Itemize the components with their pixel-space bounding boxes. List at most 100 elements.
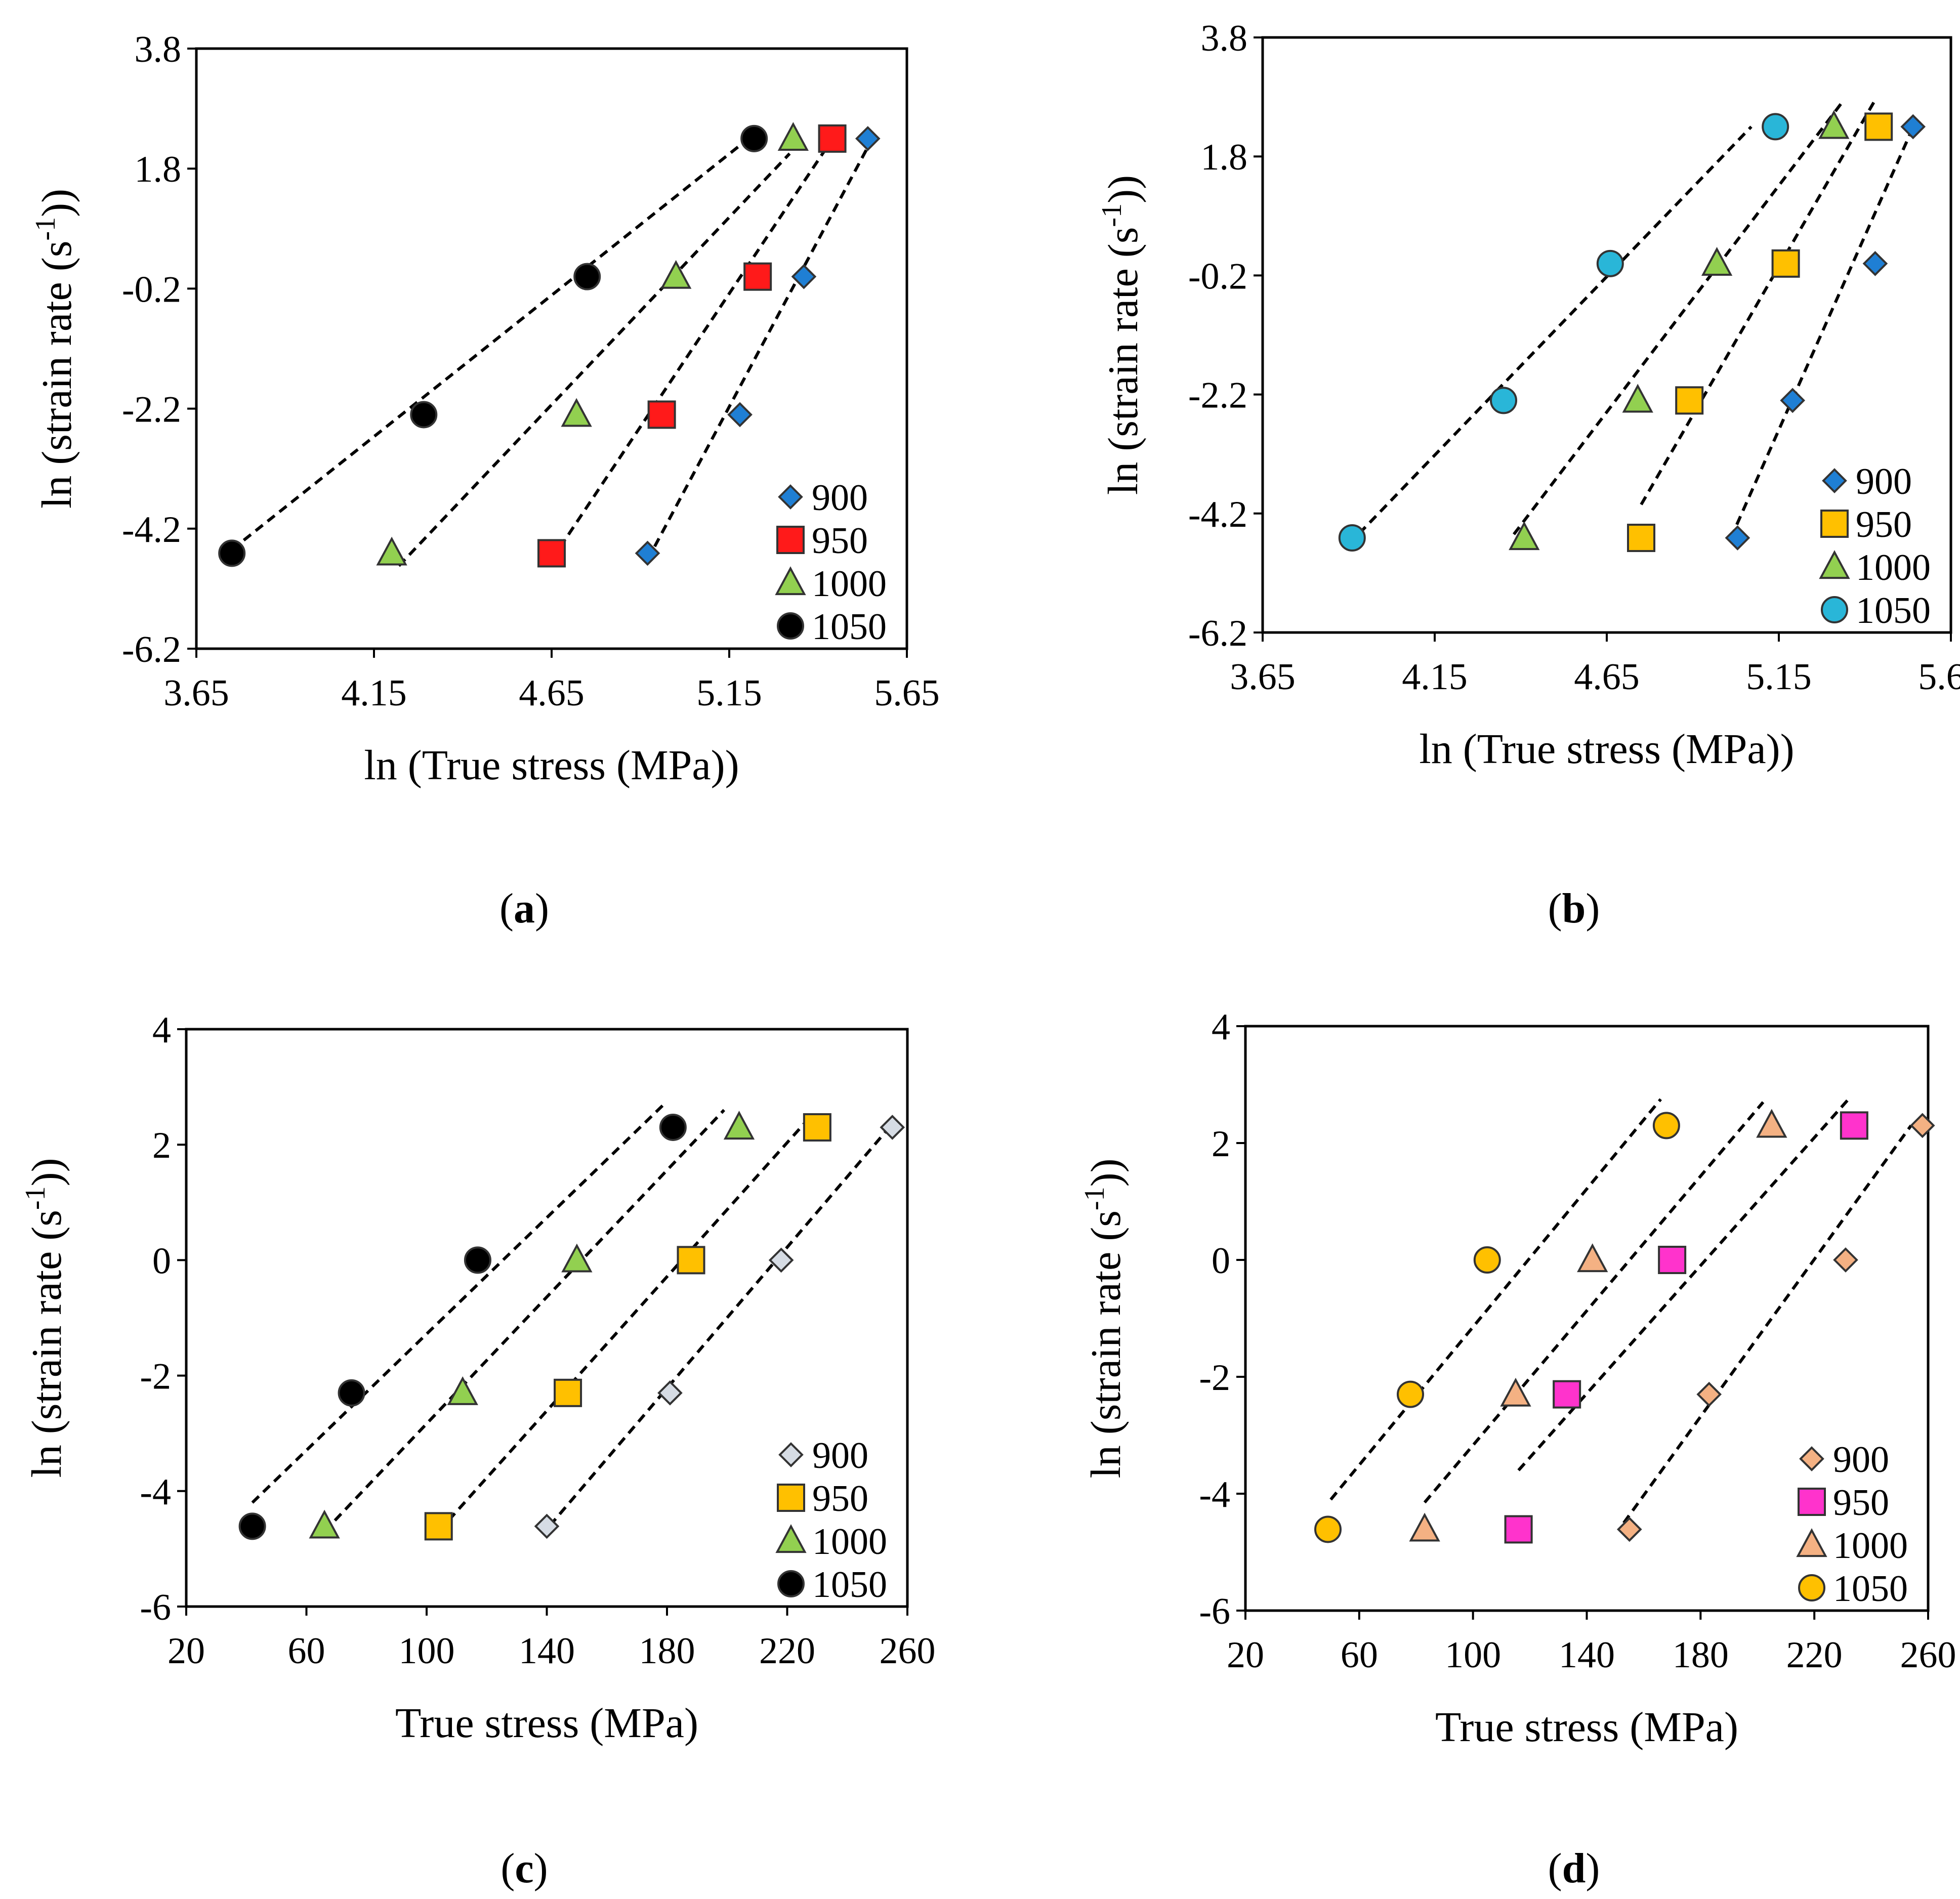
fit-line-1000	[323, 1109, 725, 1533]
x-tick-label: 260	[1900, 1634, 1956, 1676]
legend-label-950: 950	[1856, 504, 1912, 545]
x-tick-label: 4.65	[519, 672, 585, 714]
y-axis-label-end: ))	[1100, 175, 1147, 203]
data-point-1050	[338, 1379, 365, 1407]
data-point-1000	[1818, 110, 1850, 139]
legend-marker-1000	[775, 1524, 807, 1553]
legend-marker-950	[1798, 1488, 1826, 1516]
data-point-950	[677, 1246, 705, 1275]
fit-line-1050	[251, 1103, 665, 1504]
data-point-950	[647, 400, 676, 429]
legend-label-900: 900	[812, 477, 868, 519]
y-tick-label: 0	[152, 1240, 171, 1282]
y-tick-label: -6	[1199, 1591, 1230, 1632]
x-tick-label: 20	[1227, 1634, 1264, 1676]
panel-label-letter: b	[1562, 885, 1586, 932]
legend-label-900: 900	[1856, 461, 1912, 502]
data-point-1050	[1397, 1380, 1425, 1408]
x-axis-label: True stress (MPa)	[395, 1700, 698, 1747]
data-point-950	[1675, 386, 1704, 415]
data-point-900	[727, 402, 753, 428]
legend-marker-1050	[1821, 596, 1848, 623]
x-tick-label: 4.65	[1574, 656, 1640, 698]
legend-label-1000: 1000	[812, 1521, 887, 1563]
data-point-900	[1616, 1516, 1642, 1542]
data-point-1050	[218, 539, 246, 567]
data-point-1050	[1338, 524, 1366, 552]
panel-label-close: )	[1586, 1845, 1600, 1892]
data-point-1000	[561, 1243, 593, 1273]
data-point-1050	[410, 401, 438, 429]
data-point-1050	[1314, 1515, 1342, 1543]
legend-marker-1050	[777, 1570, 805, 1597]
legend-marker-950	[776, 526, 805, 554]
fit-line-900	[549, 1126, 891, 1527]
data-point-950	[1864, 112, 1893, 141]
data-point-900	[1696, 1381, 1722, 1407]
data-point-1000	[1756, 1109, 1787, 1138]
data-point-900	[657, 1380, 683, 1406]
panel-label-open: (	[1548, 1845, 1562, 1892]
y-tick-label: 4	[1212, 1006, 1230, 1048]
data-point-1000	[1509, 521, 1540, 551]
data-point-1050	[1596, 249, 1624, 277]
y-axis-label: ln (strain rate (s-1))	[1079, 1158, 1130, 1478]
data-point-1000	[309, 1509, 340, 1539]
x-tick-label: 60	[1341, 1634, 1378, 1676]
fit-line-900	[1622, 1124, 1912, 1524]
legend-label-950: 950	[812, 520, 868, 562]
data-point-1050	[1762, 113, 1789, 141]
y-axis-label: ln (strain rate (s-1))	[1096, 175, 1147, 495]
y-tick-label: -2.2	[122, 389, 181, 431]
x-tick-label: 100	[399, 1630, 455, 1672]
panel-label-letter: c	[515, 1845, 533, 1892]
data-point-950	[1658, 1246, 1687, 1274]
panel-label-open: (	[499, 885, 514, 932]
legend-marker-1000	[775, 566, 806, 596]
legend-label-1050: 1050	[1833, 1568, 1908, 1610]
legend-label-950: 950	[1833, 1482, 1889, 1524]
y-tick-label: -6.2	[1188, 613, 1247, 654]
fit-line-950	[437, 1115, 813, 1533]
panel-label-letter: a	[514, 885, 535, 932]
x-tick-label: 4.15	[1402, 656, 1468, 698]
fit-line-1000	[1513, 103, 1842, 535]
data-point-1050	[1490, 387, 1517, 414]
data-point-900	[791, 264, 817, 289]
y-axis-label-main: ln (strain rate (s	[1082, 1210, 1130, 1478]
y-axis-label-end: ))	[33, 189, 80, 217]
panel-label: (d)	[1548, 1845, 1600, 1892]
data-point-1000	[723, 1111, 755, 1140]
y-axis-label-superscript: -1	[1079, 1187, 1110, 1210]
x-tick-label: 140	[519, 1630, 575, 1672]
legend-label-1050: 1050	[1856, 590, 1931, 631]
y-tick-label: -4.2	[1188, 494, 1247, 535]
fit-line-1000	[397, 152, 791, 567]
panel-label-open: (	[1548, 885, 1562, 932]
data-point-900	[534, 1513, 560, 1539]
x-tick-label: 3.65	[1230, 656, 1296, 698]
data-point-1050	[1652, 1112, 1680, 1140]
x-axis-label: ln (True stress (MPa))	[1419, 726, 1794, 773]
x-axis-label: True stress (MPa)	[1435, 1704, 1738, 1751]
y-axis-label-superscript: -1	[30, 217, 61, 241]
data-point-900	[1900, 114, 1926, 140]
data-point-1050	[659, 1113, 687, 1141]
x-tick-label: 5.15	[1746, 656, 1812, 698]
data-point-1050	[1473, 1246, 1501, 1274]
data-point-950	[1771, 249, 1800, 278]
legend-marker-1050	[777, 612, 804, 640]
y-axis-label-main: ln (strain rate (s	[1100, 227, 1147, 495]
x-tick-label: 180	[639, 1630, 695, 1672]
x-tick-label: 260	[880, 1630, 936, 1672]
data-point-1000	[1701, 247, 1733, 276]
data-point-950	[424, 1512, 453, 1541]
legend-marker-1000	[1796, 1528, 1827, 1557]
fit-line-1050	[231, 138, 748, 551]
y-tick-label: 1.8	[135, 149, 182, 190]
legend-label-1000: 1000	[812, 563, 887, 605]
plot-frame	[1261, 36, 1952, 634]
fit-line-950	[1517, 1098, 1850, 1471]
y-axis-label: ln (strain rate (s-1))	[20, 1158, 70, 1478]
